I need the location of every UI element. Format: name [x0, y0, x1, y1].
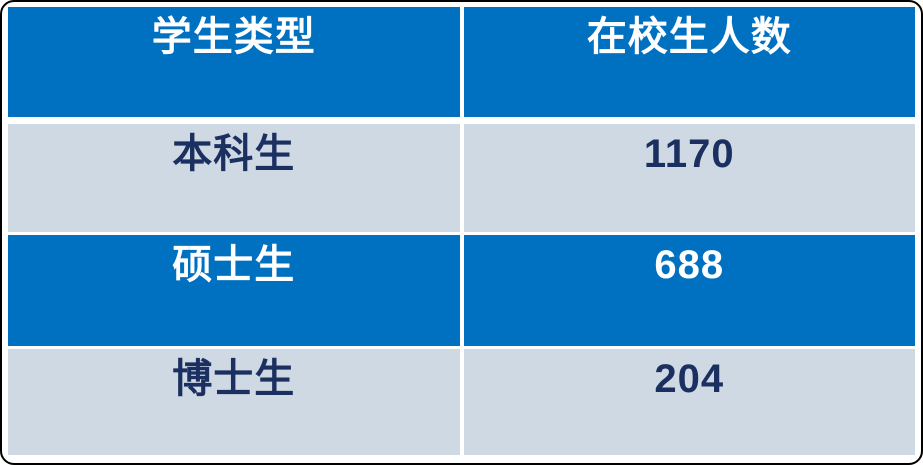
- cell-student-type: 本科生: [8, 123, 460, 232]
- header-cell-enrolled-count: 在校生人数: [463, 7, 915, 117]
- cell-student-type: 硕士生: [8, 235, 460, 347]
- header-cell-student-type: 学生类型: [8, 7, 460, 117]
- cell-enrolled-count: 204: [463, 349, 915, 455]
- table-row: 本科生 1170: [8, 123, 915, 232]
- cell-enrolled-count: 1170: [463, 123, 915, 232]
- table-row: 博士生 204: [8, 349, 915, 455]
- cell-student-type: 博士生: [8, 349, 460, 455]
- cell-enrolled-count: 688: [463, 235, 915, 347]
- table-row: 硕士生 688: [8, 235, 915, 347]
- table-header-row: 学生类型 在校生人数: [8, 7, 915, 117]
